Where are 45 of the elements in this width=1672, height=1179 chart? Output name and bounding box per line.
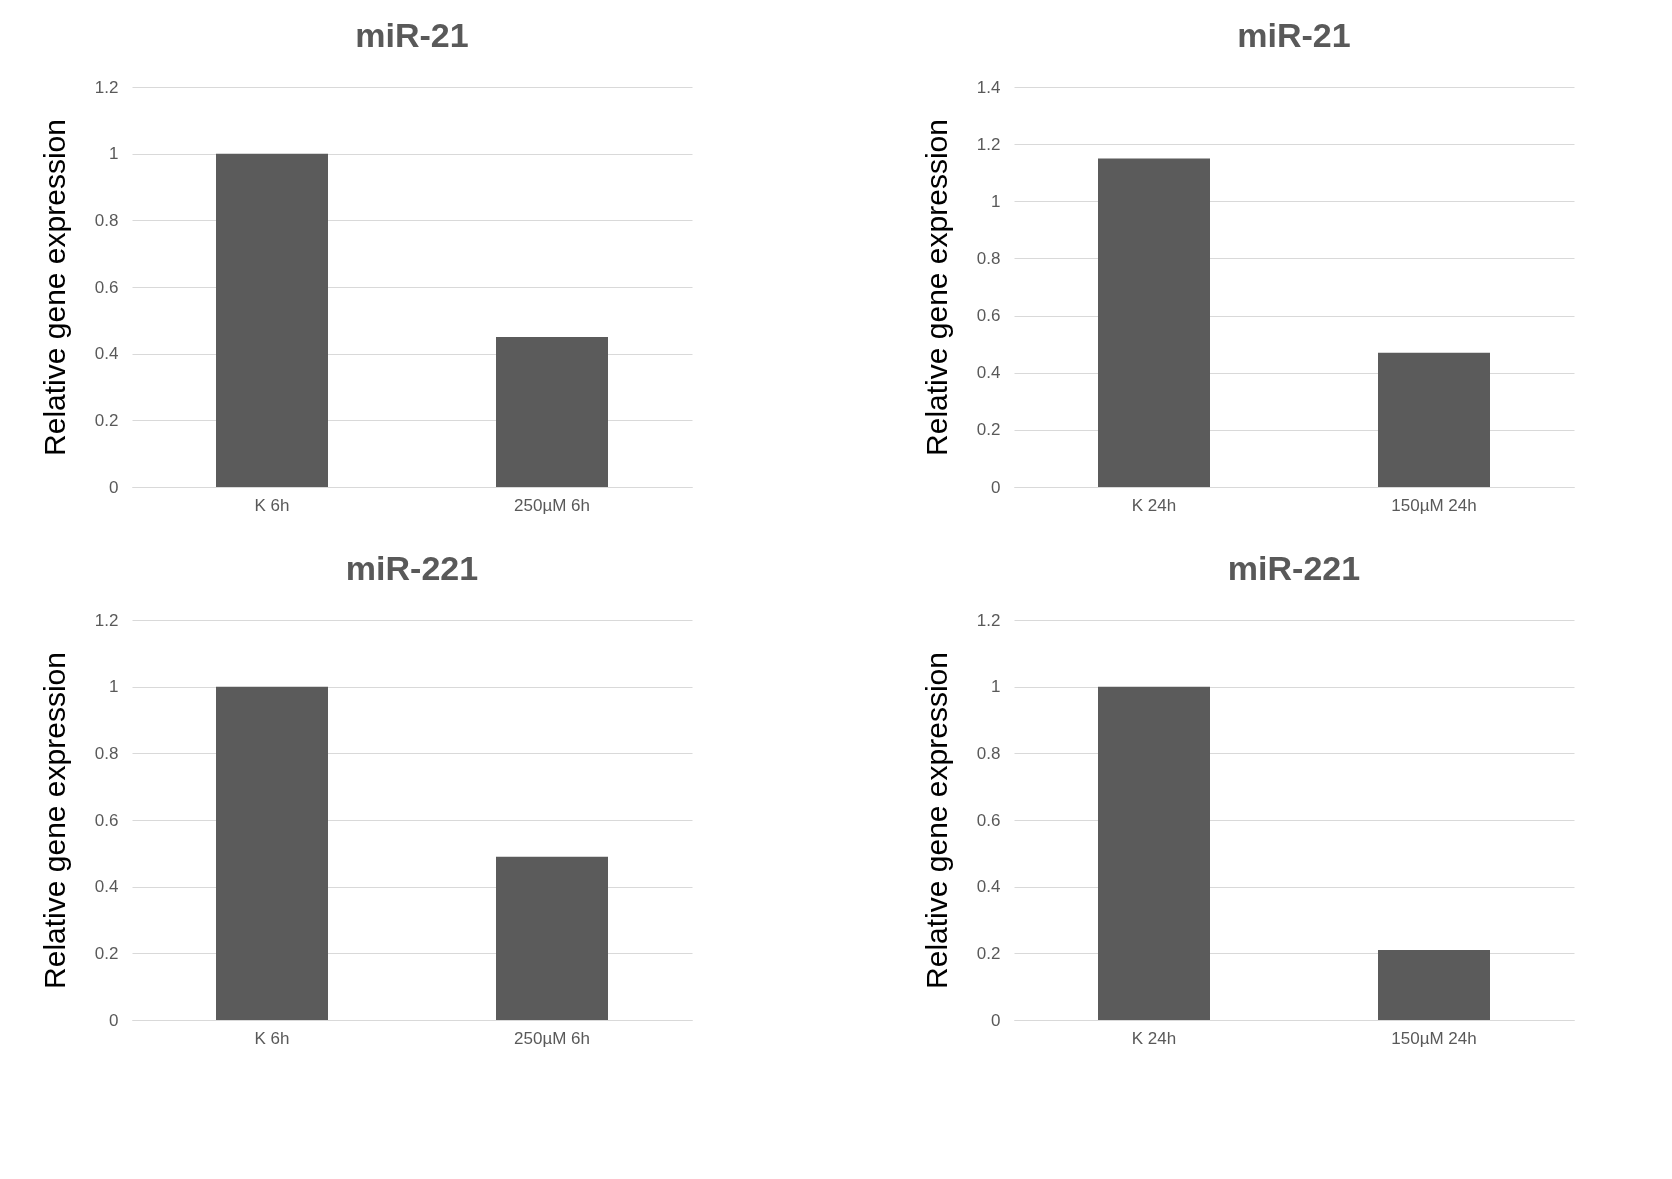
- y-tick-label: 0.6: [94, 810, 119, 830]
- chart-title: miR-21: [355, 16, 469, 54]
- y-tick-label: 1.2: [976, 610, 1001, 630]
- chart-title: miR-21: [1237, 16, 1351, 54]
- y-tick-label: 0.6: [94, 277, 119, 297]
- x-tick-label: K 6h: [254, 1028, 290, 1048]
- x-tick-label: K 24h: [1131, 495, 1177, 515]
- y-tick-label: 0.4: [976, 877, 1001, 897]
- y-tick-label: 0.4: [976, 363, 1001, 383]
- y-tick-label: 0.4: [94, 344, 119, 364]
- y-tick-label: 0.2: [94, 410, 119, 430]
- y-tick-label: 0: [109, 1010, 119, 1030]
- y-tick-label: 0.2: [976, 420, 1001, 440]
- x-tick-label: 250µM 6h: [514, 1028, 590, 1048]
- x-tick-label: 250µM 6h: [514, 495, 590, 515]
- y-tick-label: 0.4: [94, 877, 119, 897]
- y-axis-title: Relative gene expression: [37, 652, 71, 989]
- x-tick-label: 150µM 24h: [1391, 1028, 1477, 1048]
- y-tick-label: 0.6: [976, 306, 1001, 326]
- y-tick-label: 0: [991, 1010, 1001, 1030]
- y-tick-label: 1.2: [94, 77, 119, 97]
- y-tick-label: 0.8: [976, 743, 1001, 763]
- y-tick-label: 0.6: [976, 810, 1001, 830]
- y-tick-label: 1: [109, 144, 119, 164]
- y-tick-label: 1.2: [976, 134, 1001, 154]
- x-tick-label: K 6h: [254, 495, 290, 515]
- y-axis-title: Relative gene expression: [919, 119, 953, 456]
- chart-title: miR-221: [345, 549, 479, 587]
- y-tick-label: 1.2: [94, 610, 119, 630]
- x-tick-label: K 24h: [1131, 1028, 1177, 1048]
- y-tick-label: 0.8: [94, 743, 119, 763]
- y-tick-label: 1: [991, 677, 1001, 697]
- y-tick-label: 0: [109, 477, 119, 497]
- y-tick-label: 1: [991, 191, 1001, 211]
- y-tick-label: 1.4: [976, 77, 1001, 97]
- y-tick-label: 1: [109, 677, 119, 697]
- x-tick-label: 150µM 24h: [1391, 495, 1477, 515]
- chart-title: miR-221: [1227, 549, 1361, 587]
- y-axis-title: Relative gene expression: [37, 119, 71, 456]
- y-tick-label: 0.2: [94, 943, 119, 963]
- y-tick-label: 0.8: [976, 248, 1001, 268]
- y-tick-label: 0.8: [94, 210, 119, 230]
- y-axis-title: Relative gene expression: [919, 652, 953, 989]
- y-tick-label: 0.2: [976, 943, 1001, 963]
- y-tick-label: 0: [991, 477, 1001, 497]
